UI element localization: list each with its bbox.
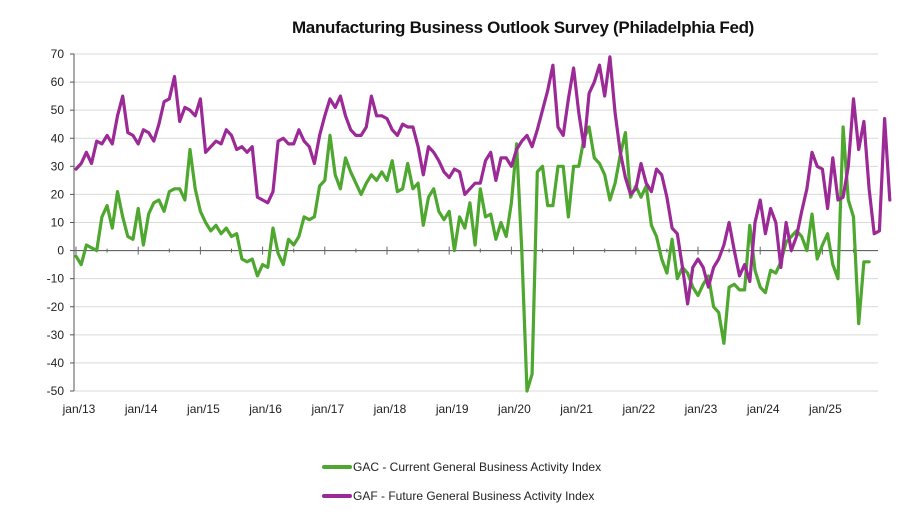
x-tick-label: jan/18 [373,402,407,416]
y-tick-label: 60 [51,75,65,89]
chart-title: Manufacturing Business Outlook Survey (P… [291,18,755,37]
x-tick-label: jan/21 [559,402,593,416]
y-tick-label: -20 [47,300,65,314]
legend-item-gac: GAC - Current General Business Activity … [322,460,601,474]
x-tick-label: jan/25 [808,402,842,416]
x-axis: jan/13 jan/14 jan/15 jan/16 jan/17 jan/18 jan/… [62,246,878,416]
x-tick-label: jan/14 [124,402,158,416]
legend-label-gac: GAC - Current General Business Activity … [353,460,602,474]
gridlines [74,53,878,392]
y-tick-label: -30 [47,328,65,342]
series-lines [74,55,892,393]
y-tick-label: 30 [51,159,65,173]
y-tick-label: -50 [47,384,65,398]
x-tick-label: jan/24 [746,402,780,416]
y-tick-label: 0 [57,244,64,258]
x-tick-label: jan/23 [684,402,718,416]
y-tick-label: 10 [51,216,65,230]
x-tick-label: jan/17 [310,402,344,416]
x-tick-label: jan/22 [621,402,655,416]
x-tick-label: jan/19 [435,402,469,416]
y-axis: 70 60 50 40 30 20 10 0 -10 -20 -30 -40 -50 [47,47,75,398]
x-tick-label: jan/20 [497,402,531,416]
legend-swatch-gaf [322,494,352,498]
series-line-gac [74,125,871,393]
x-tick-label: jan/15 [186,402,220,416]
y-tick-label: 20 [51,187,65,201]
x-tick-label: jan/16 [248,402,282,416]
y-tick-label: 70 [51,47,65,61]
legend-swatch-gac [322,465,352,469]
y-tick-label: 40 [51,131,65,145]
y-tick-label: 50 [51,103,65,117]
legend-item-gaf: GAF - Future General Business Activity I… [322,489,594,503]
x-tick-label: jan/13 [62,402,96,416]
legend-label-gaf: GAF - Future General Business Activity I… [353,489,595,503]
y-tick-label: -40 [47,356,65,370]
y-tick-label: -10 [47,272,65,286]
series-line-gaf [74,55,892,306]
